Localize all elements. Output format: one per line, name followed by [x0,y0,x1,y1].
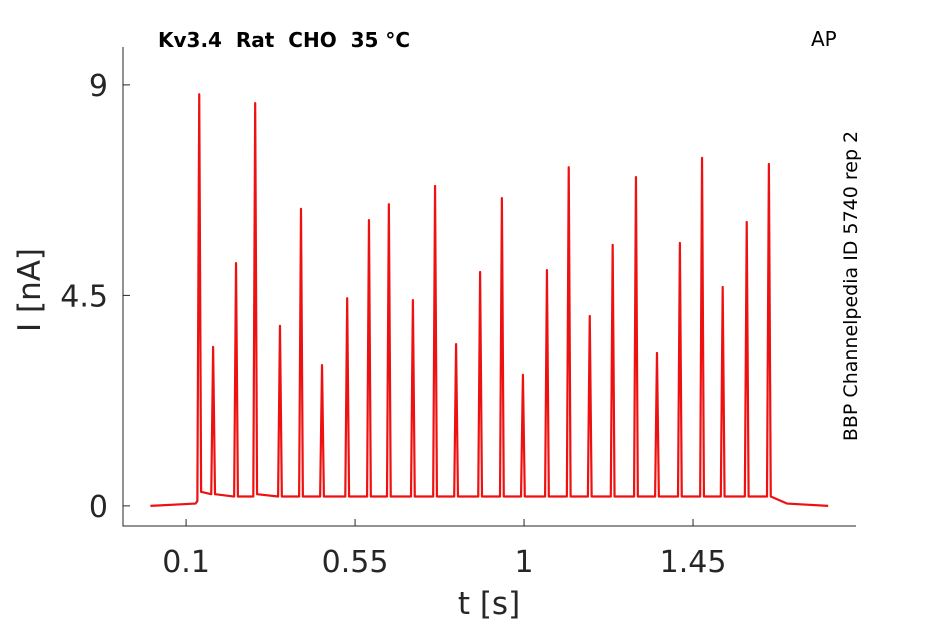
chart-title: Kv3.4 Rat CHO 35 °C [158,28,410,52]
x-tick-label: 1 [515,545,534,580]
y-tick-label: 4.5 [60,279,108,314]
axes [122,47,856,527]
y-axis-label: I [nA] [12,248,48,332]
side-text: BBP Channelpedia ID 5740 rep 2 [840,131,862,441]
y-tick-label: 0 [89,490,108,525]
x-tick-label: 0.1 [162,545,210,580]
y-tick-label: 9 [89,69,108,104]
x-tick-label: 1.45 [660,545,727,580]
annotation: AP [811,27,837,51]
trace-line [150,93,829,507]
x-tick-label: 0.55 [322,545,389,580]
x-axis-label: t [s] [458,586,520,622]
